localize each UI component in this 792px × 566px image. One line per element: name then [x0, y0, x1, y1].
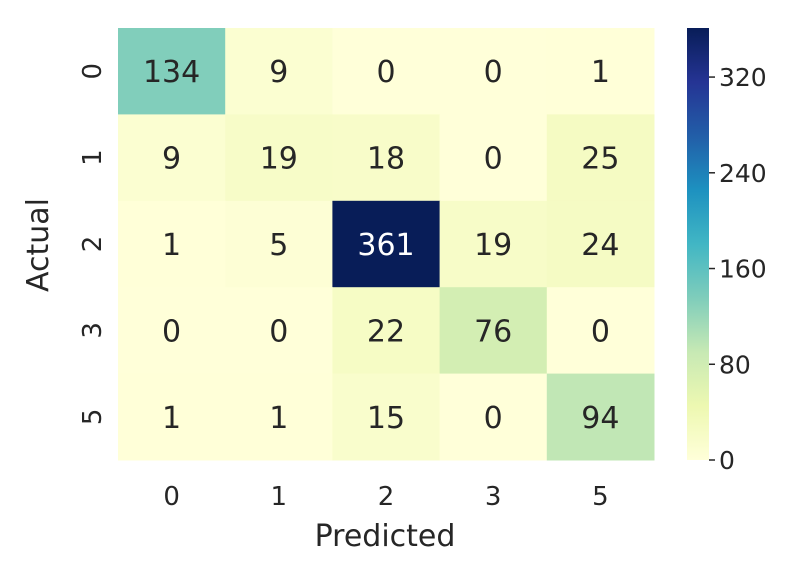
heatmap-cell: [439, 373, 548, 461]
cell-value-label: 361: [357, 228, 414, 263]
heatmap-cell: [546, 287, 655, 375]
cell-value-label: 0: [591, 314, 610, 349]
colorbar-tick-label: 240: [719, 159, 767, 188]
heatmap-cell: [439, 200, 548, 288]
heatmap-cell: [546, 114, 655, 202]
colorbar-tick-label: 320: [719, 63, 767, 92]
x-tick-label: 5: [592, 482, 609, 512]
colorbar-tick-label: 80: [719, 350, 751, 379]
y-tick-label: 2: [78, 236, 108, 253]
cell-value-label: 5: [269, 228, 288, 263]
heatmap-cell: [118, 373, 226, 461]
y-axis-title: Actual: [21, 198, 56, 292]
colorbar-tick-label: 0: [719, 446, 735, 475]
colorbar-gradient: [687, 28, 709, 460]
cell-value-label: 0: [269, 314, 288, 349]
heatmap-cell: [546, 28, 655, 115]
cell-value-label: 1: [162, 228, 181, 263]
heatmap-cell: [118, 114, 226, 202]
x-tick-label: 2: [378, 482, 395, 512]
heatmap-cells: 134 9 0 0 19 19 18 0 251 5 361 19 240 0 22 76 01 1 15 0 94: [118, 28, 655, 461]
heatmap-cell: [225, 200, 333, 288]
cell-value-label: 0: [484, 55, 503, 90]
cell-value-label: 1: [162, 401, 181, 436]
heatmap-cell: [332, 287, 441, 375]
heatmap-cell: [332, 373, 441, 461]
x-tick-label: 1: [271, 482, 288, 512]
y-tick-label: 1: [78, 149, 108, 166]
cell-value-label: 9: [269, 55, 288, 90]
cell-value-label: 22: [367, 314, 405, 349]
y-tick-label: 0: [78, 63, 108, 80]
cell-value-label: 94: [581, 401, 619, 436]
y-tick-label: 3: [78, 322, 108, 339]
cell-value-label: 24: [581, 228, 619, 263]
heatmap-cell: [118, 200, 226, 288]
heatmap-cell: [118, 287, 226, 375]
cell-value-label: 1: [591, 55, 610, 90]
cell-value-label: 15: [367, 401, 405, 436]
cell-value-label: 0: [484, 142, 503, 177]
colorbar: 0 80 160 240 320: [687, 28, 767, 475]
colorbar-tick-label: 160: [719, 255, 767, 284]
cell-value-label: 19: [474, 228, 512, 263]
heatmap-cell: [225, 373, 333, 461]
heatmap-cell: [225, 287, 333, 375]
heatmap-cell: [332, 28, 441, 115]
heatmap-cell: [439, 114, 548, 202]
cell-value-label: 76: [474, 314, 512, 349]
cell-value-label: 1: [269, 401, 288, 436]
cell-value-label: 9: [162, 142, 181, 177]
y-tick-label: 5: [78, 409, 108, 426]
heatmap-cell: [332, 114, 441, 202]
colorbar-ticks: 0 80 160 240 320: [709, 63, 767, 475]
cell-value-label: 18: [367, 142, 405, 177]
heatmap-cell: [439, 28, 548, 115]
cell-value-label: 0: [484, 401, 503, 436]
heatmap-cell: [225, 28, 333, 115]
cell-value-label: 134: [143, 55, 200, 90]
cell-value-label: 19: [260, 142, 298, 177]
cell-value-label: 25: [581, 142, 619, 177]
x-tick-label: 0: [163, 482, 180, 512]
heatmap-cell: [546, 373, 655, 461]
cell-value-label: 0: [376, 55, 395, 90]
heatmap-cell: [546, 200, 655, 288]
heatmap-cell: [439, 287, 548, 375]
x-axis-title: Predicted: [315, 519, 456, 554]
x-tick-label: 3: [485, 482, 502, 512]
heatmap-cell: [332, 200, 441, 288]
y-tick-labels: 0 1 2 3 5: [78, 63, 108, 425]
heatmap-cell: [225, 114, 333, 202]
cell-value-label: 0: [162, 314, 181, 349]
heatmap-cell: [118, 28, 226, 115]
x-tick-labels: 0 1 2 3 5: [163, 482, 608, 512]
